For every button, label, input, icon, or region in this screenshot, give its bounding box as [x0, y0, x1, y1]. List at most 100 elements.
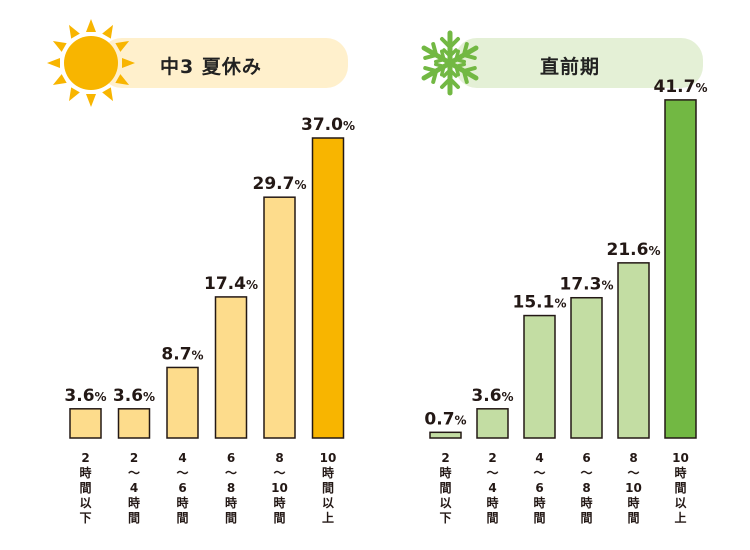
- svg-text:8: 8: [629, 451, 637, 465]
- svg-text:8: 8: [227, 481, 235, 495]
- svg-text:4: 4: [535, 451, 543, 465]
- svg-text:時: 時: [486, 495, 498, 510]
- bar: [214, 296, 248, 439]
- svg-text:6: 6: [227, 451, 235, 465]
- svg-text:10: 10: [672, 451, 689, 465]
- tick-label: 6～8時間: [225, 451, 237, 525]
- bar: [166, 366, 199, 439]
- svg-text:～: ～: [225, 466, 237, 480]
- summer-chart: 3.6%2時間以下3.6%2～4時間8.7%4～6時間17.4%6～8時間29.…: [64, 115, 355, 525]
- svg-text:6: 6: [582, 451, 590, 465]
- svg-text:間: 間: [439, 481, 451, 495]
- sun-ray: [102, 87, 113, 102]
- snowflake-arm: [421, 42, 453, 66]
- svg-text:間: 間: [322, 481, 334, 495]
- sun-ray: [102, 24, 113, 39]
- tick-label: 4～6時間: [176, 451, 188, 525]
- data-label: 3.6%: [471, 386, 513, 406]
- svg-text:間: 間: [225, 511, 237, 525]
- bar: [523, 314, 556, 439]
- tick-label: 4～6時間: [533, 451, 545, 525]
- svg-text:8: 8: [582, 481, 590, 495]
- svg-text:時: 時: [128, 495, 140, 510]
- sun-ray: [115, 41, 130, 52]
- bar: [117, 408, 151, 439]
- svg-text:時: 時: [439, 465, 451, 480]
- svg-text:間: 間: [674, 481, 686, 495]
- svg-text:間: 間: [273, 511, 285, 525]
- sun-ray: [69, 24, 80, 39]
- svg-text:～: ～: [533, 466, 545, 480]
- svg-text:下: 下: [439, 511, 451, 525]
- data-label: 3.6%: [113, 386, 155, 406]
- svg-text:10: 10: [625, 481, 642, 495]
- data-label: 41.7%: [654, 77, 708, 97]
- data-label: 8.7%: [161, 344, 203, 364]
- svg-text:10: 10: [320, 451, 337, 465]
- svg-text:～: ～: [273, 466, 285, 480]
- sun-disc: [64, 36, 118, 90]
- svg-text:以: 以: [79, 496, 91, 510]
- sun-ray: [52, 41, 67, 52]
- svg-text:2: 2: [441, 451, 449, 465]
- sun-ray: [115, 74, 130, 85]
- svg-text:間: 間: [533, 511, 545, 525]
- tick-label: 2～4時間: [128, 451, 140, 525]
- svg-text:2: 2: [81, 451, 89, 465]
- winter-title-pill: [455, 38, 703, 88]
- sun-ray: [86, 19, 96, 32]
- svg-text:4: 4: [488, 481, 496, 495]
- svg-text:～: ～: [128, 466, 140, 480]
- svg-text:下: 下: [79, 511, 91, 525]
- svg-text:時: 時: [627, 495, 639, 510]
- snowflake-arm: [447, 42, 479, 66]
- data-label: 3.6%: [64, 386, 106, 406]
- data-label: 15.1%: [513, 293, 567, 313]
- bar: [263, 196, 296, 439]
- svg-text:時: 時: [79, 465, 91, 480]
- bar: [570, 296, 603, 439]
- svg-text:2: 2: [130, 451, 138, 465]
- snowflake-icon: [421, 30, 479, 96]
- svg-text:以: 以: [322, 496, 334, 510]
- svg-text:時: 時: [273, 495, 285, 510]
- sun-ray: [52, 74, 67, 85]
- svg-text:以: 以: [674, 496, 686, 510]
- svg-text:時: 時: [176, 495, 188, 510]
- bar: [311, 137, 345, 439]
- svg-text:時: 時: [322, 465, 334, 480]
- svg-text:間: 間: [79, 481, 91, 495]
- bar: [429, 431, 462, 439]
- winter-chart: 0.7%2時間以下3.6%2～4時間15.1%4～6時間17.3%6～8時間21…: [424, 77, 707, 525]
- svg-text:4: 4: [130, 481, 138, 495]
- tick-label: 6～8時間: [580, 451, 592, 525]
- sun-icon: [47, 19, 135, 107]
- snowflake-arm: [447, 60, 479, 84]
- svg-text:上: 上: [322, 510, 334, 525]
- data-label: 29.7%: [253, 174, 307, 194]
- svg-text:～: ～: [176, 466, 188, 480]
- sun-ray: [69, 87, 80, 102]
- svg-text:8: 8: [275, 451, 283, 465]
- sun-ray: [47, 58, 60, 68]
- bar: [476, 408, 509, 439]
- tick-label: 2～4時間: [486, 451, 498, 525]
- svg-text:～: ～: [580, 466, 592, 480]
- bar: [69, 408, 102, 439]
- data-label: 0.7%: [424, 409, 466, 429]
- bar: [664, 99, 697, 439]
- svg-text:間: 間: [627, 511, 639, 525]
- bar: [617, 262, 650, 439]
- svg-text:時: 時: [533, 495, 545, 510]
- sun-ray: [122, 58, 135, 68]
- svg-text:間: 間: [580, 511, 592, 525]
- svg-text:時: 時: [225, 495, 237, 510]
- summer-title: 中3 夏休み: [160, 56, 262, 78]
- summer-title-pill: [100, 38, 348, 88]
